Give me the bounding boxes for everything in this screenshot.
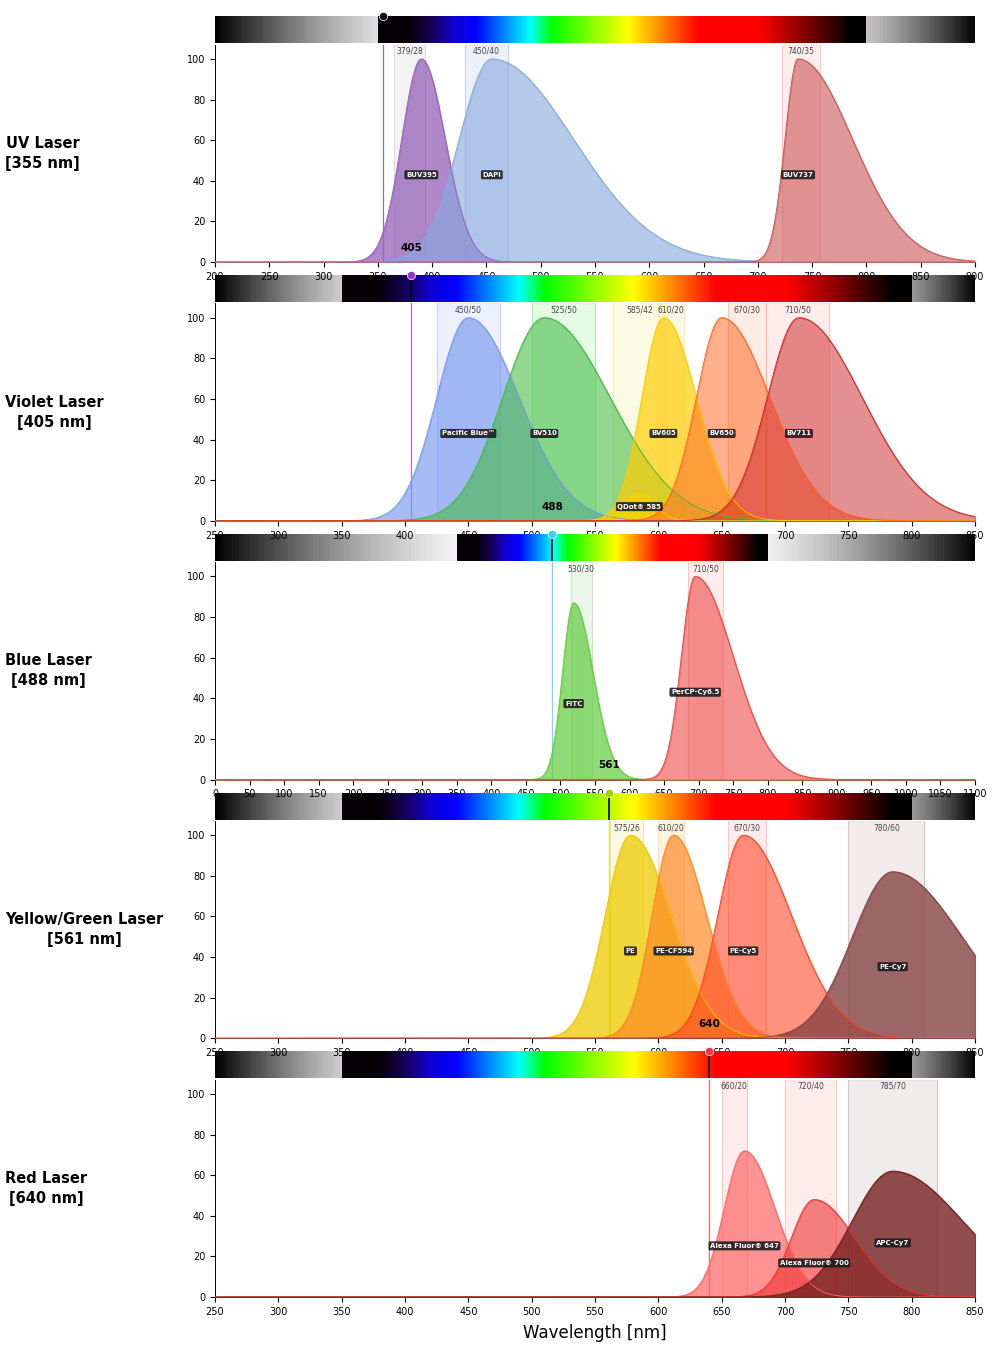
Text: Alexa Fluor® 647: Alexa Fluor® 647 xyxy=(710,1243,779,1249)
Text: Red Laser
[640 nm]: Red Laser [640 nm] xyxy=(5,1170,87,1206)
Text: 450/40: 450/40 xyxy=(473,47,500,56)
Bar xyxy=(613,304,666,520)
Text: PE-Cy5: PE-Cy5 xyxy=(730,947,757,954)
Text: 710/50: 710/50 xyxy=(784,305,811,315)
Bar xyxy=(571,563,592,779)
Bar xyxy=(658,304,684,520)
Bar xyxy=(532,304,595,520)
Text: 780/60: 780/60 xyxy=(873,823,900,832)
Text: BV650: BV650 xyxy=(709,430,734,437)
Text: APC-Cy7: APC-Cy7 xyxy=(876,1240,909,1246)
Text: 670/30: 670/30 xyxy=(734,305,761,315)
Bar xyxy=(465,45,508,261)
Text: PE-Cy7: PE-Cy7 xyxy=(879,964,906,969)
Text: 610/20: 610/20 xyxy=(658,823,684,832)
Text: PerCP-Cy6.5: PerCP-Cy6.5 xyxy=(671,689,719,695)
Bar xyxy=(848,1080,937,1296)
Text: BV711: BV711 xyxy=(786,430,811,437)
Bar xyxy=(658,821,684,1038)
Text: 660/20: 660/20 xyxy=(721,1082,748,1091)
Bar xyxy=(766,304,829,520)
Text: 575/26: 575/26 xyxy=(613,823,640,832)
Text: Alexa Fluor® 700: Alexa Fluor® 700 xyxy=(780,1259,849,1266)
Text: 405: 405 xyxy=(400,242,422,253)
Bar xyxy=(785,1080,836,1296)
Text: 379/28: 379/28 xyxy=(396,47,423,56)
Bar xyxy=(782,45,820,261)
Bar xyxy=(688,563,723,779)
Text: 720/40: 720/40 xyxy=(797,1082,824,1091)
Bar xyxy=(437,304,500,520)
Text: FITC: FITC xyxy=(565,701,582,706)
Text: QDot® 585: QDot® 585 xyxy=(617,504,661,509)
Text: 740/35: 740/35 xyxy=(788,47,815,56)
Text: 785/70: 785/70 xyxy=(879,1082,906,1091)
Bar xyxy=(394,45,425,261)
Text: UV Laser
[355 nm]: UV Laser [355 nm] xyxy=(5,136,80,171)
Text: 710/50: 710/50 xyxy=(692,564,719,574)
Text: 488: 488 xyxy=(541,501,563,512)
Text: BV510: BV510 xyxy=(532,430,557,437)
Text: BUV737: BUV737 xyxy=(783,171,813,178)
Text: 610/20: 610/20 xyxy=(658,305,684,315)
Bar xyxy=(728,821,766,1038)
Text: 450/50: 450/50 xyxy=(455,305,482,315)
Text: 585/42: 585/42 xyxy=(626,305,653,315)
Bar xyxy=(722,1080,747,1296)
Text: 561: 561 xyxy=(598,760,620,771)
Text: Blue Laser
[488 nm]: Blue Laser [488 nm] xyxy=(5,653,92,689)
Text: BUV395: BUV395 xyxy=(406,171,437,178)
Text: BV605: BV605 xyxy=(651,430,676,437)
Text: PE: PE xyxy=(626,947,635,954)
Text: Violet Laser
[405 nm]: Violet Laser [405 nm] xyxy=(5,394,104,430)
Text: Pacific Blue™: Pacific Blue™ xyxy=(442,430,495,437)
Text: PE-CF594: PE-CF594 xyxy=(655,947,692,954)
Text: 525/50: 525/50 xyxy=(550,305,577,315)
Text: 640: 640 xyxy=(698,1019,720,1029)
Bar xyxy=(848,821,924,1038)
Bar xyxy=(610,821,643,1038)
Bar xyxy=(728,304,766,520)
Text: Yellow/Green Laser
[561 nm]: Yellow/Green Laser [561 nm] xyxy=(5,912,163,947)
Text: 530/30: 530/30 xyxy=(568,564,595,574)
Text: DAPI: DAPI xyxy=(482,171,501,178)
Text: Wavelength [nm]: Wavelength [nm] xyxy=(523,1324,667,1343)
Text: 670/30: 670/30 xyxy=(734,823,761,832)
